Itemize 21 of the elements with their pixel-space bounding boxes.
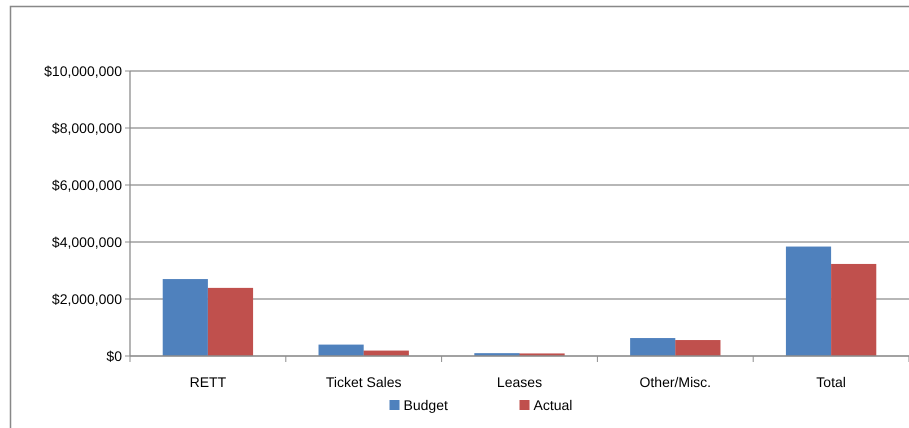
y-tick-label: $4,000,000	[52, 234, 122, 250]
bar	[630, 338, 676, 356]
x-tick-label: Ticket Sales	[326, 374, 402, 390]
x-tick-label: Leases	[496, 374, 542, 390]
y-tick-label: $8,000,000	[52, 120, 122, 136]
x-tick-label: RETT	[190, 374, 227, 390]
x-tick-label: Other/Misc.	[640, 374, 712, 390]
legend-label: Actual	[534, 397, 572, 413]
bar	[831, 264, 876, 356]
y-tick-label: $6,000,000	[52, 176, 122, 193]
bar	[786, 246, 832, 356]
bar	[364, 350, 409, 356]
x-tick-label: Total	[816, 374, 846, 390]
y-tick-label: $0	[106, 348, 122, 364]
bar	[675, 340, 720, 356]
bar	[162, 279, 208, 356]
bar	[318, 344, 364, 356]
y-tick-label: $2,000,000	[52, 290, 122, 307]
y-tick-label: $10,000,000	[44, 62, 122, 79]
bar	[208, 288, 254, 356]
legend-label: Budget	[404, 397, 448, 413]
